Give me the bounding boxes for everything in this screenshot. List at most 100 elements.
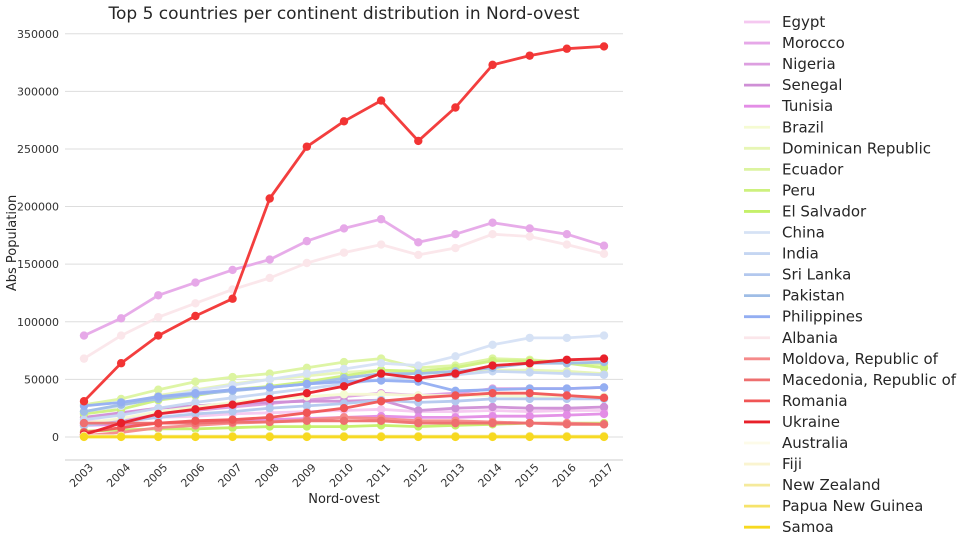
data-point: [339, 403, 349, 413]
data-point: [265, 194, 274, 203]
data-point: [228, 372, 237, 382]
y-tick-label: 200000: [17, 201, 59, 214]
legend-label: Fiji: [782, 455, 802, 473]
y-tick-label: 250000: [17, 143, 59, 156]
data-point: [525, 432, 534, 442]
data-point: [154, 291, 163, 300]
data-point: [376, 397, 386, 406]
data-point: [562, 384, 572, 393]
data-point: [376, 215, 386, 224]
data-point: [525, 333, 534, 343]
data-point: [599, 402, 609, 412]
grid-lines: [65, 33, 623, 438]
data-point: [488, 340, 497, 349]
x-tick-label: 2017: [587, 461, 616, 490]
data-point: [599, 354, 609, 363]
data-point: [265, 273, 274, 283]
data-point: [302, 379, 312, 389]
data-point: [562, 391, 572, 400]
data-point: [414, 250, 423, 260]
data-point: [154, 409, 163, 419]
x-tick-label: 2012: [401, 461, 430, 490]
data-point: [191, 432, 200, 442]
data-point: [228, 415, 237, 424]
data-point: [265, 375, 274, 384]
data-point: [116, 432, 126, 442]
data-point: [265, 413, 274, 422]
x-tick-label: 2003: [67, 461, 96, 490]
data-point: [154, 418, 163, 428]
data-point: [265, 394, 274, 404]
legend-label: Samoa: [782, 518, 834, 536]
data-point: [488, 218, 497, 227]
data-point: [562, 432, 572, 442]
data-point: [376, 369, 386, 378]
legend-label: Ecuador: [782, 160, 844, 178]
data-point: [154, 432, 163, 442]
series-morocco: [79, 215, 609, 340]
data-point: [154, 392, 163, 401]
data-point: [339, 422, 349, 431]
chart-title: Top 5 countries per continent distributi…: [107, 4, 579, 24]
data-point: [302, 258, 312, 268]
data-point: [599, 249, 609, 258]
x-tick-label: 2016: [550, 461, 579, 490]
data-point: [302, 416, 312, 426]
legend-label: Philippines: [782, 308, 863, 326]
data-point: [228, 393, 237, 402]
x-tick-label: 2015: [513, 461, 542, 490]
data-point: [525, 412, 534, 421]
data-point: [79, 418, 89, 428]
plot-area: [79, 42, 609, 442]
data-point: [302, 401, 312, 411]
data-point: [154, 403, 163, 413]
data-point: [414, 361, 423, 370]
legend-label: Egypt: [782, 13, 825, 31]
data-point: [376, 432, 386, 442]
data-point: [525, 394, 534, 404]
data-point: [302, 369, 312, 378]
data-point: [451, 432, 460, 442]
x-tick-label: 2005: [141, 461, 170, 490]
data-point: [116, 331, 126, 340]
x-tick-label: 2013: [438, 461, 467, 490]
legend-label: El Salvador: [782, 202, 867, 220]
data-point: [562, 403, 572, 413]
data-point: [525, 368, 534, 377]
data-point: [265, 432, 274, 442]
legend-label: Romania: [782, 392, 848, 410]
x-tick-label: 2007: [216, 461, 245, 490]
data-point: [265, 388, 274, 398]
data-point: [414, 136, 423, 146]
data-point: [302, 432, 312, 442]
data-point: [228, 265, 237, 275]
data-point: [339, 224, 349, 233]
data-point: [302, 236, 312, 246]
data-point: [339, 357, 349, 367]
data-point: [79, 354, 89, 363]
x-tick-label: 2009: [290, 461, 319, 490]
y-tick-label: 150000: [17, 258, 59, 271]
data-point: [191, 299, 200, 308]
series-unlabeled: [79, 42, 609, 406]
data-point: [562, 355, 572, 364]
legend-label: Nigeria: [782, 55, 836, 73]
x-axis-label: Nord-ovest: [308, 492, 380, 507]
legend-label: China: [782, 224, 825, 242]
data-point: [154, 385, 163, 394]
x-tick-label: 2004: [104, 461, 133, 490]
legend-label: Papua New Guinea: [782, 497, 923, 515]
data-point: [525, 403, 534, 413]
data-point: [191, 311, 200, 321]
data-point: [376, 240, 386, 249]
legend-label: Senegal: [782, 76, 842, 94]
data-point: [451, 397, 460, 406]
data-point: [414, 418, 423, 428]
data-point: [562, 44, 572, 53]
legend-label: Albania: [782, 329, 838, 347]
data-point: [376, 405, 386, 414]
data-point: [414, 393, 423, 402]
data-point: [376, 416, 386, 426]
data-point: [376, 376, 386, 385]
data-point: [414, 238, 423, 247]
